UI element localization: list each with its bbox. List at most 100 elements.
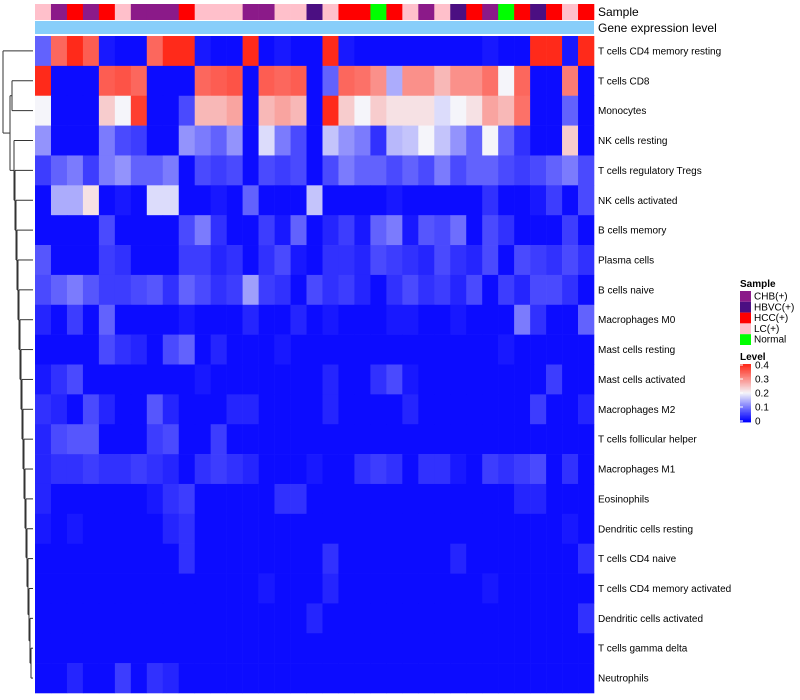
heatmap-cell [98, 483, 116, 515]
heatmap-cell [370, 274, 387, 306]
heatmap-cell [210, 245, 227, 276]
heatmap-cell [370, 513, 387, 544]
heatmap-cell [514, 364, 531, 395]
heatmap-cell [35, 663, 52, 694]
heatmap-cell [82, 364, 100, 395]
heatmap-cell [194, 95, 211, 126]
heatmap-cell [210, 36, 227, 67]
heatmap-cell [562, 334, 579, 365]
heatmap-cell [194, 513, 211, 544]
heatmap-cell [146, 304, 164, 335]
heatmap-cell [35, 95, 52, 126]
sample-annotation-cell [578, 4, 595, 20]
heatmap-cell [338, 454, 355, 485]
heatmap-cell [146, 334, 164, 365]
legend-gradient-step [740, 414, 751, 417]
heatmap-cell [178, 603, 196, 634]
heatmap-cell [562, 185, 579, 216]
heatmap-cell [66, 394, 84, 425]
heatmap-cell [146, 185, 164, 216]
heatmap-cell [242, 633, 259, 664]
sample-annotation-cell [562, 4, 579, 20]
heatmap-cell [482, 424, 499, 455]
heatmap-cell [82, 274, 100, 306]
heatmap-cell [578, 95, 595, 126]
heatmap-cell [498, 364, 515, 395]
heatmap-cell [242, 95, 259, 126]
heatmap-cell [82, 394, 100, 425]
heatmap-cell [370, 95, 387, 126]
heatmap-cell [66, 215, 84, 246]
heatmap-cell [338, 663, 355, 694]
heatmap-cell [210, 185, 227, 216]
heatmap-cell [178, 95, 196, 126]
heatmap-cell [194, 125, 211, 156]
heatmap-cell [194, 364, 211, 395]
legend-level-title: Level [740, 352, 766, 363]
heatmap-cell [274, 543, 291, 574]
heatmap-cell [466, 274, 483, 306]
heatmap-cell [258, 334, 275, 365]
heatmap-cell [338, 394, 355, 425]
heatmap-cell [274, 95, 291, 126]
annotation-label-gene-expression: Gene expression level [598, 21, 717, 35]
heatmap-cell [194, 155, 211, 186]
row-label: B cells naive [598, 285, 655, 296]
heatmap-cell [258, 633, 275, 664]
heatmap-cell [210, 65, 227, 97]
heatmap-cell [114, 95, 132, 126]
row-label: T cells follicular helper [598, 435, 697, 446]
heatmap-cell [66, 603, 84, 634]
heatmap-cell [50, 274, 68, 306]
heatmap-cell [130, 155, 148, 186]
heatmap-cell [322, 513, 339, 544]
heatmap-cell [50, 513, 68, 544]
heatmap-cell [114, 394, 132, 425]
heatmap-cell [210, 334, 227, 365]
heatmap-cell [386, 185, 403, 216]
heatmap-cell [546, 304, 563, 335]
heatmap-cell [146, 394, 164, 425]
heatmap-cell [194, 185, 211, 216]
heatmap-cell [290, 663, 307, 694]
heatmap-cell [562, 513, 579, 544]
heatmap-cell [434, 663, 451, 694]
heatmap-cell [338, 364, 355, 395]
heatmap-cell [466, 483, 483, 515]
heatmap-cell [530, 245, 547, 276]
legend-gradient-step [740, 419, 751, 421]
heatmap-cell [354, 603, 371, 634]
heatmap-cell [338, 573, 355, 604]
legend-gradient-step [740, 382, 751, 385]
heatmap-cell [114, 185, 132, 216]
heatmap-cell [242, 364, 259, 395]
heatmap-cell [35, 603, 52, 634]
heatmap-cell [274, 245, 291, 276]
sample-annotation-cell [66, 4, 84, 20]
legend-gradient-step [740, 401, 751, 404]
sample-annotation-cell [354, 4, 371, 20]
heatmap-cell [402, 274, 419, 306]
heatmap-cell [82, 334, 100, 365]
heatmap-cell [98, 274, 116, 306]
heatmap-cell [450, 543, 467, 574]
heatmap-cell [290, 215, 307, 246]
heatmap-cell [194, 543, 211, 574]
heatmap-cell [370, 36, 387, 67]
heatmap-cell [226, 454, 243, 485]
heatmap-cell [274, 633, 291, 664]
heatmap-cell [370, 245, 387, 276]
heatmap-cell [498, 155, 515, 186]
heatmap-cell [450, 274, 467, 306]
heatmap-cell [498, 95, 515, 126]
heatmap-cell [50, 36, 68, 67]
heatmap-cell [194, 36, 211, 67]
heatmap-cell [498, 394, 515, 425]
heatmap-cell [354, 334, 371, 365]
heatmap-cell [482, 633, 499, 664]
heatmap-cell [402, 364, 419, 395]
heatmap-cell [386, 125, 403, 156]
heatmap-cell [210, 483, 227, 515]
heatmap-cell [130, 394, 148, 425]
heatmap-cell [338, 245, 355, 276]
